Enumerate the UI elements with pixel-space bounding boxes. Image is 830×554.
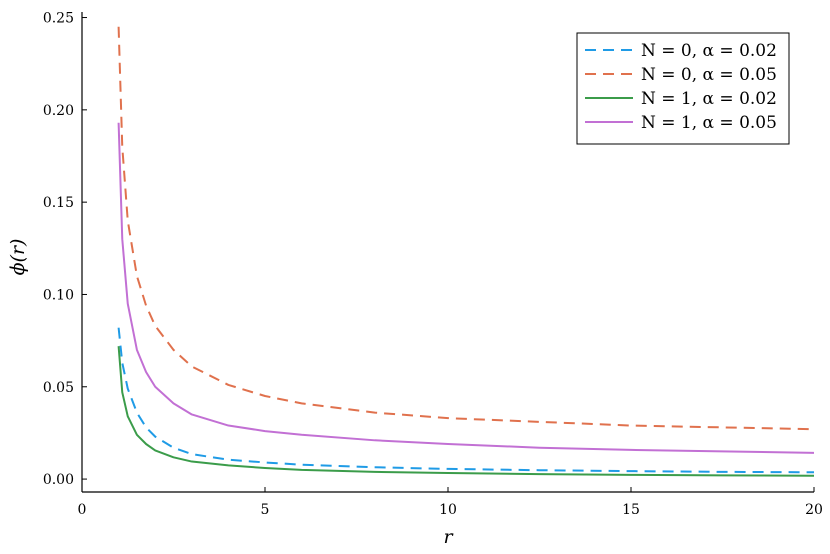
y-tick-label: 0.05 [43,380,74,396]
series-layer [117,26,814,477]
x-tick-label: 10 [439,502,457,518]
series-line-2 [117,26,814,431]
legend-label-1: N = 0, α = 0.02 [641,41,777,61]
legend-label-3: N = 1, α = 0.02 [641,89,777,109]
y-axis-label: ϕ(r) [7,239,29,276]
series-line-3 [117,346,814,477]
series-line-4 [117,122,814,454]
y-tick-label: 0.15 [43,195,74,211]
x-tick-label: 15 [622,502,640,518]
legend-box [576,32,790,145]
ticks: 0 5 10 15 20 0.00 0.05 0.10 0.15 0.20 0.25 [43,11,823,518]
x-tick-label: 20 [805,502,823,518]
series-line-1 [117,327,814,474]
legend-label-2: N = 0, α = 0.05 [641,65,777,85]
x-tick-label: 5 [261,502,270,518]
x-axis-label: r [443,526,454,548]
legend: N = 0, α = 0.02 N = 0, α = 0.05 N = 1, α =… [576,32,790,145]
legend-label-4: N = 1, α = 0.05 [641,113,777,133]
x-tick-label: 0 [78,502,87,518]
y-tick-label: 0.00 [43,472,74,488]
y-tick-label: 0.10 [43,287,74,303]
y-tick-label: 0.25 [43,11,74,27]
y-tick-label: 0.20 [43,103,74,119]
